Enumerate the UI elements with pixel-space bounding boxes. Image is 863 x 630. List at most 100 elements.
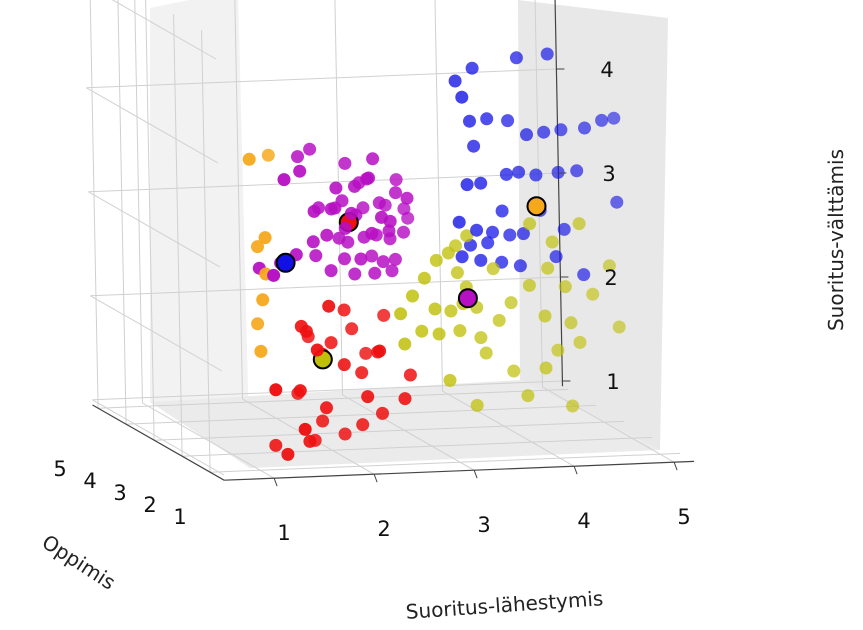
scatter-point xyxy=(540,47,554,61)
scatter-point xyxy=(361,390,375,404)
scatter-point xyxy=(557,222,571,236)
scatter-point xyxy=(303,142,317,156)
z-tick-label: 4 xyxy=(600,58,613,82)
grid-lines xyxy=(86,0,695,481)
scatter-point xyxy=(365,249,379,263)
scatter-point xyxy=(474,331,488,345)
scatter-point xyxy=(251,317,265,331)
z-axis-line xyxy=(554,0,564,387)
back-grid-line-z xyxy=(88,172,559,193)
scatter-point xyxy=(520,128,533,142)
x-tick-mark xyxy=(673,462,678,471)
scatter-point xyxy=(403,368,417,382)
scatter-point xyxy=(322,299,336,313)
z-axis-label: Suoritus-välttämis xyxy=(824,149,848,331)
scatter-point xyxy=(441,246,455,260)
scatter-point xyxy=(320,228,334,242)
scatter-point xyxy=(338,156,352,170)
centroid-marker xyxy=(526,196,547,217)
x-tick-mark xyxy=(573,466,578,475)
back-grid-line-x xyxy=(134,0,143,404)
centroid-marker xyxy=(275,252,296,273)
x-tick-label: 2 xyxy=(377,517,390,541)
scatter-point xyxy=(324,202,338,216)
back-grid-line-x xyxy=(234,0,243,400)
centroid-marker xyxy=(457,288,478,309)
scatter-point xyxy=(486,225,499,239)
x-axis-label: Suoritus-lähestymis xyxy=(405,586,604,624)
scatter-point xyxy=(465,61,479,75)
z-tick-label: 3 xyxy=(602,162,615,186)
scatter-point xyxy=(277,173,291,187)
scatter-point xyxy=(366,152,380,166)
scatter-point xyxy=(495,204,509,218)
scatter-point xyxy=(324,264,338,278)
scatter-point xyxy=(537,125,551,139)
back-grid-line-z xyxy=(90,276,561,297)
scatter-point xyxy=(513,259,527,273)
scatter-point xyxy=(595,113,609,127)
left-grid-line-z xyxy=(90,295,223,372)
scatter-point xyxy=(373,344,387,358)
scatter-point xyxy=(389,186,402,200)
scatter-point xyxy=(354,252,368,266)
scatter-point xyxy=(320,401,333,415)
scatter-point xyxy=(307,204,321,218)
y-tick-label: 5 xyxy=(53,457,66,481)
scatter-point xyxy=(306,235,320,249)
scatter-point xyxy=(316,414,330,428)
scatter-point xyxy=(460,229,474,243)
scatter-point xyxy=(398,392,412,406)
y-axis-label: Oppimis xyxy=(38,530,120,595)
scatter-point xyxy=(455,90,469,104)
scatter-point xyxy=(324,336,338,350)
scatter-point xyxy=(400,191,414,205)
left-grid-line-y xyxy=(201,30,211,473)
scatter-point xyxy=(602,259,616,273)
x-tick-mark xyxy=(373,474,378,483)
scatter-point xyxy=(372,196,386,210)
scatter-point xyxy=(303,434,317,448)
scatter-point xyxy=(538,309,552,323)
scatter-point xyxy=(269,383,283,397)
scatter-point xyxy=(417,271,431,285)
scatter-point xyxy=(267,268,281,282)
scatter-point xyxy=(398,337,412,351)
scatter-point xyxy=(551,343,565,357)
scatter-point xyxy=(481,236,495,250)
scatter-point xyxy=(507,364,521,378)
y-tick-label: 3 xyxy=(113,481,126,505)
back-grid-line-z xyxy=(92,380,563,401)
scatter-point xyxy=(365,226,379,240)
scatter-point xyxy=(586,287,600,301)
x-tick-mark xyxy=(273,478,278,487)
scatter-point xyxy=(444,304,458,318)
scatter-point xyxy=(539,361,553,375)
scatter-point xyxy=(382,224,396,238)
scatter-point xyxy=(577,268,591,282)
scatter-point xyxy=(504,296,518,310)
data-points xyxy=(242,47,626,461)
left-grid-line-y xyxy=(173,14,183,457)
left-grid-line-z xyxy=(86,87,219,164)
scatter-point xyxy=(499,167,513,181)
scatter-point xyxy=(470,398,484,412)
scatter-point xyxy=(429,253,443,267)
scatter-point xyxy=(377,308,391,322)
scatter-point xyxy=(338,221,352,235)
scatter-point xyxy=(355,366,369,380)
left-grid-line-z xyxy=(92,399,225,476)
scatter-point xyxy=(406,289,419,303)
scatter-point xyxy=(516,227,530,241)
scatter-point xyxy=(453,324,467,338)
scatter-point xyxy=(492,313,506,327)
scatter-point xyxy=(570,164,584,178)
scatter-point xyxy=(554,123,568,137)
scatter-point xyxy=(541,261,555,275)
scatter-point xyxy=(394,307,408,321)
scatter-point xyxy=(348,267,362,281)
scatter-point xyxy=(293,164,307,178)
scatter-point xyxy=(376,255,390,269)
scatter-point xyxy=(509,51,523,65)
